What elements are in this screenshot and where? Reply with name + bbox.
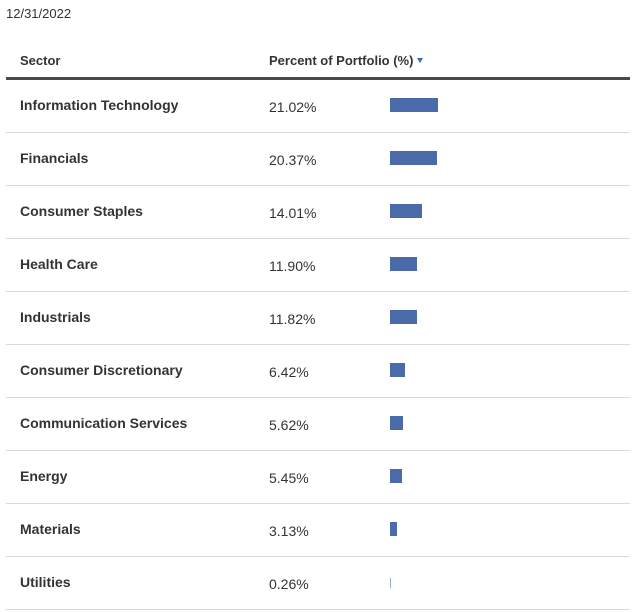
as-of-date: 12/31/2022 xyxy=(6,6,72,21)
column-header-percent[interactable]: Percent of Portfolio (%) xyxy=(269,53,424,69)
percent-bar-track xyxy=(390,575,610,589)
table-header: Sector Percent of Portfolio (%) xyxy=(6,40,630,80)
table-row: Materials 3.13% xyxy=(6,504,630,557)
sector-percent: 11.90% xyxy=(269,258,316,274)
table-row: Energy 5.45% xyxy=(6,451,630,504)
sector-percent: 0.26% xyxy=(269,576,309,592)
sector-name: Consumer Staples xyxy=(20,203,143,219)
percent-bar-track xyxy=(390,522,610,536)
percent-bar xyxy=(390,469,402,483)
percent-bar-track xyxy=(390,469,610,483)
percent-bar-track xyxy=(390,204,610,218)
sector-name: Consumer Discretionary xyxy=(20,362,183,378)
column-header-percent-label: Percent of Portfolio (%) xyxy=(269,53,414,68)
percent-bar xyxy=(390,363,405,377)
table-row: Utilities 0.26% xyxy=(6,557,630,610)
table-body: Information Technology 21.02% Financials 20… xyxy=(6,80,630,610)
table-row: Information Technology 21.02% xyxy=(6,80,630,133)
percent-bar-track xyxy=(390,416,610,430)
percent-bar-track xyxy=(390,310,610,324)
sector-percent: 6.42% xyxy=(269,364,309,380)
percent-bar xyxy=(390,416,403,430)
sector-name: Industrials xyxy=(20,309,91,325)
percent-bar xyxy=(390,522,397,536)
percent-bar xyxy=(390,578,391,588)
sector-percent: 20.37% xyxy=(269,152,317,168)
sector-percent: 5.45% xyxy=(269,470,309,486)
percent-bar xyxy=(390,98,438,112)
percent-bar-track xyxy=(390,257,610,271)
percent-bar xyxy=(390,151,437,165)
sector-percent: 3.13% xyxy=(269,523,309,539)
sector-percent: 5.62% xyxy=(269,417,309,433)
sector-percent: 21.02% xyxy=(269,99,317,115)
percent-bar xyxy=(390,310,417,324)
sector-name: Materials xyxy=(20,521,81,537)
sector-name: Utilities xyxy=(20,574,71,590)
column-header-sector[interactable]: Sector xyxy=(20,53,61,68)
percent-bar xyxy=(390,257,417,271)
sector-name: Communication Services xyxy=(20,415,188,431)
sector-percent: 14.01% xyxy=(269,205,317,221)
percent-bar-track xyxy=(390,151,610,165)
percent-bar-track xyxy=(390,98,610,112)
sector-allocation-table: Sector Percent of Portfolio (%) Informat… xyxy=(6,40,630,610)
table-row: Health Care 11.90% xyxy=(6,239,630,292)
sector-name: Information Technology xyxy=(20,97,179,113)
table-row: Consumer Discretionary 6.42% xyxy=(6,345,630,398)
table-row: Communication Services 5.62% xyxy=(6,398,630,451)
table-row: Industrials 11.82% xyxy=(6,292,630,345)
percent-bar-track xyxy=(390,363,610,377)
percent-bar xyxy=(390,204,422,218)
sector-name: Financials xyxy=(20,150,89,166)
sector-percent: 11.82% xyxy=(269,311,316,327)
sector-name: Energy xyxy=(20,468,68,484)
sector-name: Health Care xyxy=(20,256,98,272)
table-row: Consumer Staples 14.01% xyxy=(6,186,630,239)
table-row: Financials 20.37% xyxy=(6,133,630,186)
sort-descending-icon[interactable] xyxy=(417,58,424,63)
